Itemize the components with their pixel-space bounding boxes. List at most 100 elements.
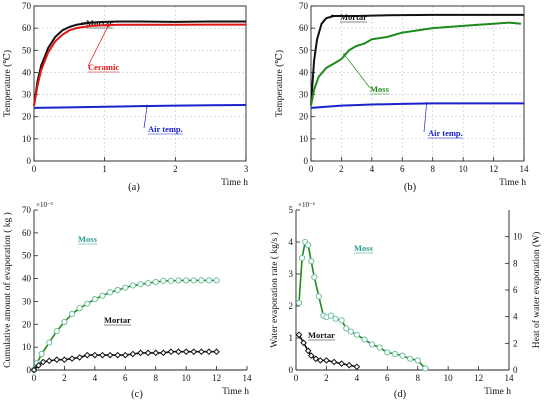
data-point [99, 351, 106, 359]
data-point [353, 363, 361, 371]
data-point [152, 349, 160, 357]
series-line-moss [310, 21, 522, 106]
data-point [84, 300, 91, 307]
x-tick-label: 2 [339, 164, 344, 174]
data-point [167, 277, 175, 284]
y-axis-title: Water evaporation rate ( kg/s ) [269, 232, 280, 348]
data-point [106, 351, 114, 359]
data-point [114, 286, 121, 294]
data-point [39, 358, 47, 366]
chart-panel-2: 0 2 4 6 8 10 12 14 0 10 20 30 40 50 60 70 Time h Cumulati… [2, 201, 252, 400]
y-tick-label: 70 [299, 1, 309, 11]
x-tick-label: 2 [173, 164, 178, 174]
x-tick-label: 12 [489, 164, 498, 174]
x-tick-label: 0 [32, 373, 37, 383]
y-tick-label: 60 [22, 228, 32, 238]
x-tick-label: 10 [459, 164, 469, 174]
y-tick-label: 20 [299, 112, 309, 122]
data-point [30, 366, 38, 374]
x-tick-label: 8 [415, 373, 420, 383]
panel-caption: (b) [404, 182, 417, 193]
data-point [384, 349, 391, 356]
y-axis-title: Temperature (℃) [2, 50, 13, 117]
data-point [330, 358, 338, 366]
panel-caption: (a) [128, 182, 140, 193]
data-point [76, 305, 83, 312]
series-line-air-temp- [310, 102, 524, 109]
series-line-mortar [33, 20, 246, 106]
series-label-mortar: Mortar [340, 12, 367, 22]
data-point [175, 348, 182, 356]
series-line-moss [298, 241, 426, 369]
data-point [307, 352, 315, 359]
axis-multiplier: ×10⁻³ [36, 201, 53, 209]
data-point [183, 277, 190, 284]
data-point [407, 355, 414, 362]
y-tick-label: 0 [27, 156, 32, 166]
y-axis-right-title: Heat of water evaporation (W) [531, 232, 542, 349]
y-tick-label: 50 [22, 45, 32, 55]
series-label-mortar: Mortar [104, 315, 131, 325]
data-point [76, 354, 83, 361]
y-tick-label: 0 [27, 365, 32, 375]
y-tick-label: 5 [289, 205, 294, 215]
y-tick-label: 40 [299, 67, 309, 77]
series-line-ceramic [33, 23, 246, 106]
data-point [129, 350, 137, 358]
plot-frame [310, 5, 525, 162]
data-point [213, 348, 220, 356]
x-tick-label: 0 [32, 164, 37, 174]
x-tick-label: 10 [444, 373, 454, 383]
data-point [91, 296, 98, 303]
y-tick-label: 0 [304, 156, 309, 166]
x-tick-label: 10 [182, 373, 192, 383]
data-point [83, 351, 91, 359]
plot-frame [33, 5, 247, 162]
data-point [190, 348, 198, 356]
data-point [323, 357, 330, 364]
data-point [338, 360, 345, 367]
y-tick-label: 2 [289, 301, 294, 311]
x-axis-title: Time h [221, 178, 248, 188]
y-axis-title: Cumulative amount of evaporation ( kg ) [2, 212, 13, 368]
y-tick-label: 20 [22, 319, 32, 329]
data-point [347, 328, 354, 335]
y-right-tick-label: 4 [513, 312, 518, 322]
data-point [376, 344, 383, 351]
x-tick-label: 14 [243, 373, 253, 383]
y-right-tick-label: 2 [513, 338, 518, 348]
label-leader-tip [145, 104, 149, 108]
data-point [129, 282, 136, 289]
y-tick-label: 10 [22, 134, 32, 144]
data-point [213, 277, 220, 284]
data-point [298, 254, 306, 262]
axis-multiplier: ×10⁻⁶ [298, 201, 316, 209]
series-label-air-temp-: Air temp. [148, 124, 183, 134]
data-point [137, 281, 144, 288]
series-label-moss: Moss [78, 234, 98, 244]
x-tick-label: 2 [324, 373, 329, 383]
y-tick-label: 3 [289, 269, 294, 279]
y-tick-label: 0 [289, 365, 294, 375]
series-label-air-temp-: Air temp. [428, 128, 463, 138]
data-point [312, 355, 320, 363]
series-label-moss: Moss [354, 243, 374, 253]
data-point [300, 339, 307, 347]
data-point [391, 350, 398, 358]
x-tick-label: 14 [505, 373, 515, 383]
data-point [315, 293, 322, 300]
chart-panel-1: 0 2 4 6 8 10 12 14 0 10 20 30 40 50 60 70 Time h Temperat… [274, 1, 529, 193]
data-point [99, 292, 106, 299]
y-right-tick-label: 6 [513, 285, 518, 295]
data-point [338, 317, 345, 324]
x-tick-label: 6 [400, 164, 405, 174]
x-tick-label: 14 [520, 164, 530, 174]
x-tick-label: 12 [212, 373, 221, 383]
data-point [295, 331, 303, 339]
data-point [353, 331, 360, 338]
y-tick-label: 50 [299, 45, 309, 55]
series-label-mortar: Mortar [86, 18, 113, 28]
data-point [368, 341, 376, 348]
y-tick-label: 30 [22, 90, 32, 100]
